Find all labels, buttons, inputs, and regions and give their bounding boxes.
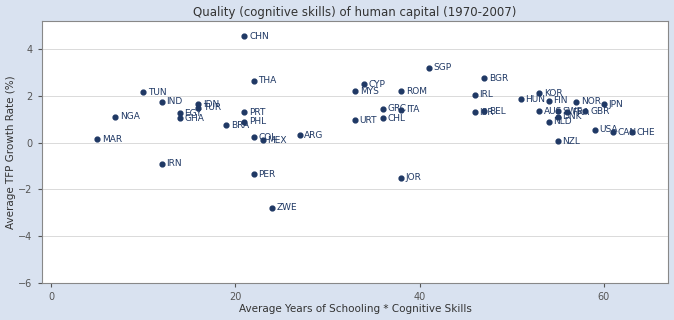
- X-axis label: Average Years of Schooling * Cognitive Skills: Average Years of Schooling * Cognitive S…: [239, 304, 472, 315]
- Text: KOR: KOR: [544, 89, 563, 98]
- Text: JPN: JPN: [609, 100, 623, 108]
- Point: [175, 111, 185, 116]
- Text: FRA: FRA: [572, 108, 589, 117]
- Text: THA: THA: [258, 76, 276, 85]
- Point: [608, 130, 619, 135]
- Text: USA: USA: [599, 125, 618, 134]
- Text: HUN: HUN: [526, 95, 545, 104]
- Text: ISR: ISR: [479, 108, 494, 117]
- Text: CAN: CAN: [618, 128, 637, 137]
- Text: DNK: DNK: [563, 112, 582, 121]
- Point: [396, 175, 406, 180]
- Point: [396, 89, 406, 94]
- Point: [239, 110, 250, 115]
- Text: BRA: BRA: [231, 121, 249, 130]
- Point: [267, 205, 278, 211]
- Text: JOR: JOR: [406, 173, 422, 182]
- Point: [553, 139, 563, 144]
- Point: [470, 110, 481, 115]
- Point: [571, 99, 582, 104]
- Text: IRN: IRN: [166, 159, 182, 168]
- Point: [516, 97, 526, 102]
- Point: [377, 106, 388, 111]
- Text: ROM: ROM: [406, 87, 427, 96]
- Text: MYS: MYS: [360, 87, 379, 96]
- Point: [239, 34, 250, 39]
- Text: PRT: PRT: [249, 108, 266, 117]
- Text: FIN: FIN: [553, 96, 568, 105]
- Point: [589, 127, 600, 132]
- Text: CYP: CYP: [369, 80, 386, 89]
- Title: Quality (cognitive skills) of human capital (1970-2007): Quality (cognitive skills) of human capi…: [193, 5, 517, 19]
- Text: URT: URT: [360, 116, 377, 125]
- Point: [193, 101, 204, 107]
- Point: [534, 91, 545, 96]
- Text: ITA: ITA: [406, 105, 419, 114]
- Point: [156, 161, 167, 166]
- Point: [248, 135, 259, 140]
- Point: [220, 123, 231, 128]
- Point: [561, 110, 572, 115]
- Text: MEX: MEX: [268, 136, 287, 145]
- Text: COL: COL: [258, 133, 276, 142]
- Text: IND: IND: [166, 97, 183, 106]
- Point: [534, 108, 545, 114]
- Text: MAR: MAR: [102, 134, 122, 144]
- Text: CHE: CHE: [636, 128, 655, 137]
- Point: [350, 118, 361, 123]
- Text: IRL: IRL: [479, 90, 493, 99]
- Text: GBR: GBR: [590, 107, 609, 116]
- Text: ZWE: ZWE: [277, 204, 297, 212]
- Text: NGA: NGA: [120, 112, 140, 121]
- Text: NOR: NOR: [581, 97, 601, 106]
- Point: [470, 92, 481, 97]
- Point: [350, 89, 361, 94]
- Text: ARG: ARG: [305, 131, 324, 140]
- Text: NZL: NZL: [563, 137, 580, 146]
- Text: GHA: GHA: [185, 114, 204, 123]
- Point: [479, 108, 489, 114]
- Text: TUR: TUR: [203, 103, 221, 112]
- Point: [553, 114, 563, 119]
- Text: IDN: IDN: [203, 100, 219, 108]
- Y-axis label: Average TFP Growth Rate (%): Average TFP Growth Rate (%): [5, 75, 16, 229]
- Point: [479, 76, 489, 81]
- Text: EGY: EGY: [185, 109, 202, 118]
- Point: [239, 119, 250, 124]
- Point: [110, 114, 121, 119]
- Point: [193, 105, 204, 110]
- Text: CHL: CHL: [388, 114, 405, 123]
- Point: [599, 101, 609, 107]
- Point: [543, 98, 554, 103]
- Point: [377, 116, 388, 121]
- Point: [626, 130, 637, 135]
- Point: [248, 78, 259, 83]
- Text: SGP: SGP: [433, 63, 452, 72]
- Text: CHN: CHN: [249, 32, 269, 41]
- Point: [423, 65, 434, 70]
- Text: AUS: AUS: [544, 107, 562, 116]
- Text: GRC: GRC: [388, 104, 406, 113]
- Point: [248, 172, 259, 177]
- Point: [175, 116, 185, 121]
- Point: [396, 107, 406, 112]
- Text: BGR: BGR: [489, 74, 508, 83]
- Point: [137, 90, 148, 95]
- Text: SWE: SWE: [563, 107, 583, 116]
- Point: [92, 136, 102, 141]
- Point: [156, 99, 167, 104]
- Point: [543, 119, 554, 124]
- Text: BEL: BEL: [489, 107, 506, 116]
- Point: [580, 108, 591, 114]
- Text: TUN: TUN: [148, 88, 166, 97]
- Point: [359, 82, 370, 87]
- Text: PER: PER: [258, 170, 276, 179]
- Text: PHL: PHL: [249, 117, 266, 126]
- Point: [257, 138, 268, 143]
- Text: NLD: NLD: [553, 117, 572, 126]
- Point: [553, 108, 563, 114]
- Point: [295, 132, 305, 138]
